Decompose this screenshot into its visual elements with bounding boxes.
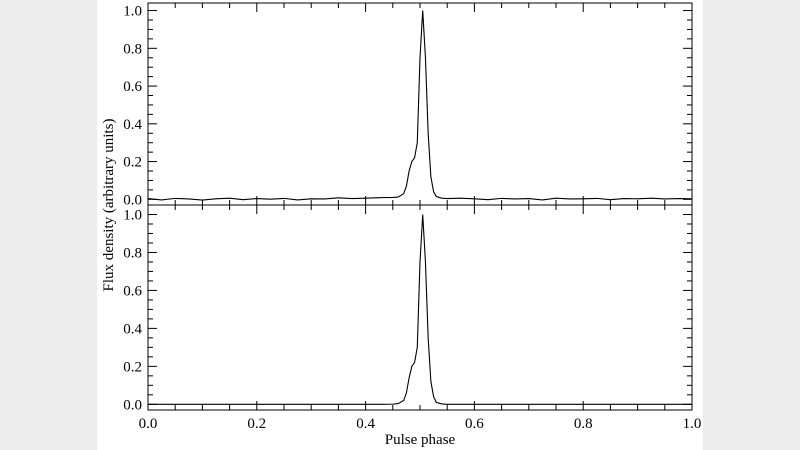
y-tick-label: 1.0 bbox=[123, 207, 142, 223]
y-tick-label: 0.6 bbox=[123, 79, 142, 95]
y-tick-label: 0.0 bbox=[123, 192, 142, 208]
plot-frame bbox=[147, 2, 693, 206]
y-tick-label: 0.8 bbox=[123, 41, 142, 57]
y-tick-label: 0.6 bbox=[123, 283, 142, 299]
y-tick-label: 0.4 bbox=[123, 117, 142, 133]
profile-line bbox=[148, 214, 692, 405]
y-tick-label: 1.0 bbox=[123, 4, 142, 20]
y-tick-label: 0.0 bbox=[123, 397, 142, 413]
x-tick-label: 0.0 bbox=[139, 416, 158, 432]
x-tick-label: 0.4 bbox=[356, 416, 375, 432]
y-tick-label: 0.4 bbox=[123, 321, 142, 337]
profile-line bbox=[147, 10, 693, 201]
x-tick-label: 0.2 bbox=[247, 416, 266, 432]
x-tick-label: 0.8 bbox=[574, 416, 593, 432]
x-tick-label: 1.0 bbox=[683, 416, 702, 432]
plot-frame bbox=[147, 204, 693, 411]
y-tick-label: 0.8 bbox=[123, 245, 142, 261]
y-axis-label: Flux density (arbitrary units) bbox=[101, 119, 117, 292]
x-axis-label: Pulse phase bbox=[385, 432, 456, 448]
figure-paper bbox=[97, 0, 703, 450]
y-tick-label: 0.2 bbox=[123, 155, 142, 171]
y-tick-label: 0.2 bbox=[123, 359, 142, 375]
x-tick-label: 0.6 bbox=[465, 416, 484, 432]
